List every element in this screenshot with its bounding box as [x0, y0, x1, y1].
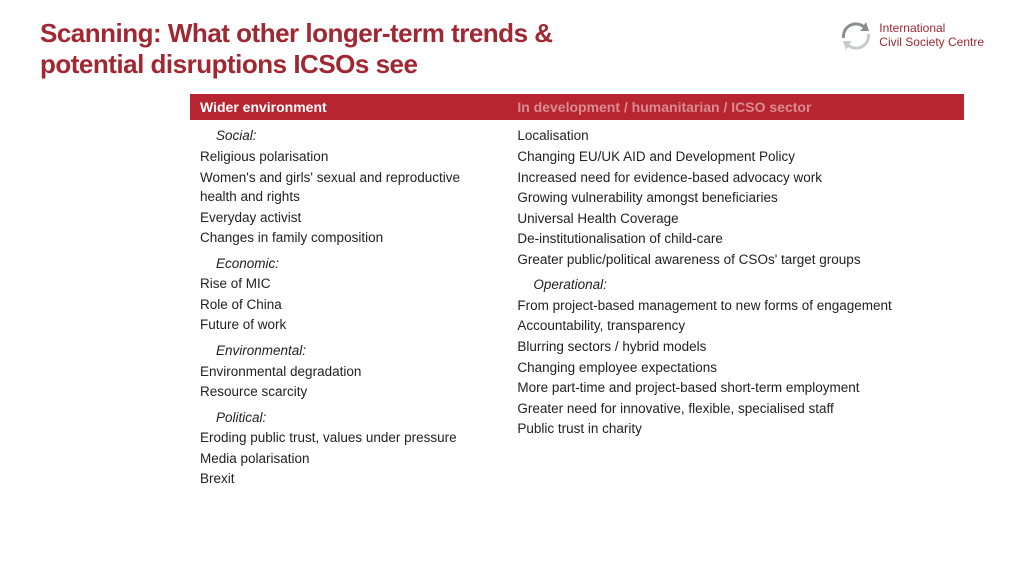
list-item: Resource scarcity	[200, 382, 497, 402]
list-item: Public trust in charity	[517, 419, 954, 439]
list-item: Increased need for evidence-based advoca…	[517, 168, 954, 188]
list-item: Environmental degradation	[200, 362, 497, 382]
list-item: More part-time and project-based short-t…	[517, 378, 954, 398]
list-item: Universal Health Coverage	[517, 209, 954, 229]
category-label: Economic:	[200, 254, 497, 274]
slide-header: Scanning: What other longer-term trends …	[0, 0, 1024, 80]
list-item: Changing employee expectations	[517, 358, 954, 378]
list-item: Rise of MIC	[200, 274, 497, 294]
category-label: Operational:	[517, 275, 954, 295]
list-item: Growing vulnerability amongst beneficiar…	[517, 188, 954, 208]
list-item: De-institutionalisation of child-care	[517, 229, 954, 249]
org-logo: International Civil Society Centre	[839, 18, 984, 50]
list-item: Eroding public trust, values under press…	[200, 428, 497, 448]
list-item: Changing EU/UK AID and Development Polic…	[517, 147, 954, 167]
category-label: Political:	[200, 408, 497, 428]
cell-wider-environment: Social:Religious polarisationWomen's and…	[190, 120, 507, 494]
logo-line1: International	[879, 22, 984, 36]
list-item: From project-based management to new for…	[517, 296, 954, 316]
slide-title: Scanning: What other longer-term trends …	[40, 18, 660, 80]
table-body-row: Social:Religious polarisationWomen's and…	[190, 120, 964, 494]
recycle-arrows-icon	[839, 22, 873, 50]
col-header-sector: In development / humanitarian / ICSO sec…	[507, 94, 964, 120]
cell-sector: LocalisationChanging EU/UK AID and Devel…	[507, 120, 964, 494]
list-item: Accountability, transparency	[517, 316, 954, 336]
list-item: Religious polarisation	[200, 147, 497, 167]
list-item: Greater public/political awareness of CS…	[517, 250, 954, 270]
logo-text: International Civil Society Centre	[879, 22, 984, 50]
trends-table-container: Wider environment In development / human…	[190, 94, 964, 494]
list-item: Role of China	[200, 295, 497, 315]
table-header-row: Wider environment In development / human…	[190, 94, 964, 120]
list-item: Localisation	[517, 126, 954, 146]
col-header-wider-env: Wider environment	[190, 94, 507, 120]
category-label: Environmental:	[200, 341, 497, 361]
list-item: Everyday activist	[200, 208, 497, 228]
logo-line2: Civil Society Centre	[879, 36, 984, 50]
list-item: Future of work	[200, 315, 497, 335]
list-item: Media polarisation	[200, 449, 497, 469]
list-item: Changes in family composition	[200, 228, 497, 248]
trends-table: Wider environment In development / human…	[190, 94, 964, 494]
list-item: Brexit	[200, 469, 497, 489]
list-item: Blurring sectors / hybrid models	[517, 337, 954, 357]
list-item: Greater need for innovative, flexible, s…	[517, 399, 954, 419]
list-item: Women's and girls' sexual and reproducti…	[200, 168, 497, 207]
category-label: Social:	[200, 126, 497, 146]
